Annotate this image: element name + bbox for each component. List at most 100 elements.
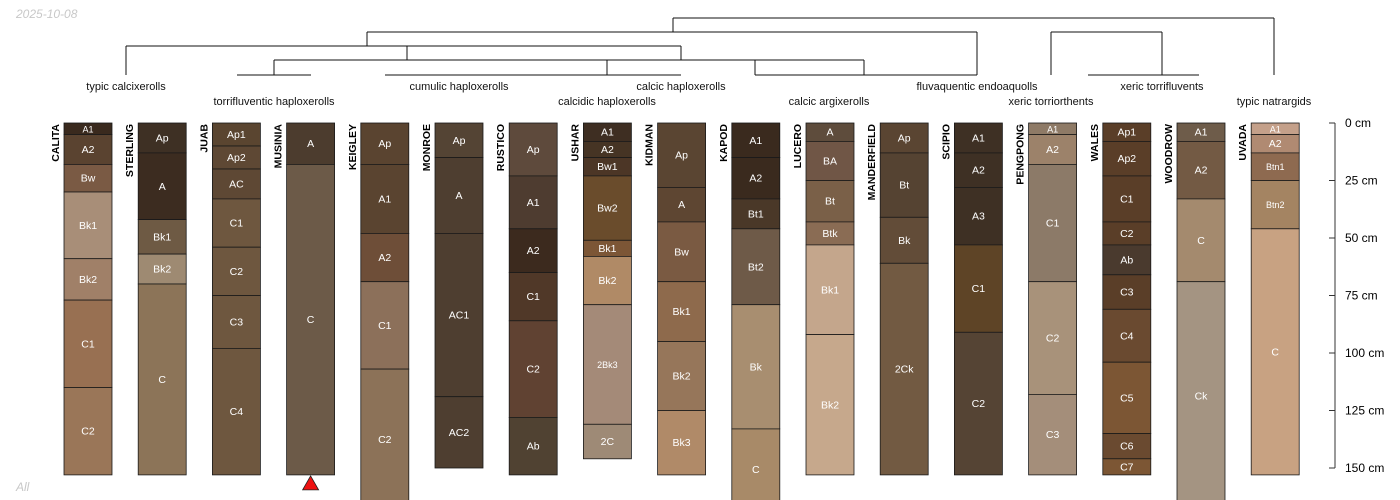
horizon-keigley-c1 bbox=[360, 281, 410, 370]
profile-calita: A1 A2 Bw Bk1 Bk2 C1 C2 CALITA bbox=[50, 122, 113, 476]
profile-sterling: Ap A Bk1 Bk2 C STERLING bbox=[124, 122, 187, 476]
horizon-pengpong-c1-label: C1 bbox=[1046, 218, 1060, 230]
horizon-calita-bk1-label: Bk1 bbox=[79, 220, 97, 232]
horizon-kapod-bk-label: Bk bbox=[750, 361, 763, 373]
horizon-calita-a2-label: A2 bbox=[82, 144, 95, 156]
depth-tick-label: 150 cm bbox=[1345, 461, 1384, 475]
horizon-manderfield-2ck-label: 2Ck bbox=[895, 364, 914, 376]
horizon-wales-c5-label: C5 bbox=[1120, 392, 1134, 404]
horizon-keigley-c2 bbox=[360, 368, 410, 500]
horizon-rustico-c2-label: C2 bbox=[526, 364, 540, 376]
horizon-pengpong-c2-label: C2 bbox=[1046, 333, 1060, 345]
horizon-lucero-bt-label: Bt bbox=[825, 196, 835, 208]
horizon-juab-c3 bbox=[211, 295, 261, 349]
horizon-keigley-ap-label: Ap bbox=[378, 138, 391, 150]
horizon-sterling-c bbox=[137, 283, 187, 476]
profile-lucero: A BA Bt Btk Bk1 Bk2 LUCERO bbox=[792, 122, 855, 476]
horizon-juab-ac-label: AC bbox=[229, 178, 244, 190]
profile-keigley: Ap A1 A2 C1 C2 KEIGLEY bbox=[347, 122, 410, 500]
horizon-monroe-ap-label: Ap bbox=[453, 135, 466, 147]
horizon-lucero-ba bbox=[805, 140, 855, 181]
horizon-ushar-2bk3-label: 2Bk3 bbox=[597, 360, 618, 370]
horizon-ushar-bk2 bbox=[583, 255, 632, 306]
horizon-juab-c4-label: C4 bbox=[230, 406, 244, 418]
horizon-keigley-a2-label: A2 bbox=[378, 252, 391, 264]
horizon-manderfield-ap bbox=[879, 122, 929, 154]
horizon-kidman-ap-label: Ap bbox=[675, 150, 688, 162]
taxon-label: cumulic haploxerolls bbox=[409, 81, 509, 93]
profile-id-woodrow: WOODROW bbox=[1163, 124, 1175, 184]
profile-id-scipio: SCIPIO bbox=[940, 124, 952, 160]
horizon-ushar-bw2-label: Bw2 bbox=[597, 203, 618, 215]
horizon-sterling-ap bbox=[137, 122, 187, 154]
horizon-calita-c2-label: C2 bbox=[81, 426, 95, 438]
horizon-woodrow-ck-label: Ck bbox=[1195, 390, 1209, 402]
horizon-wales-c6-label: C6 bbox=[1120, 441, 1134, 453]
horizon-keigley-c1-label: C1 bbox=[378, 320, 392, 332]
horizon-ushar-bk2-label: Bk2 bbox=[598, 275, 616, 287]
profile-id-ushar: USHAR bbox=[569, 124, 581, 162]
profile-id-kidman: KIDMAN bbox=[644, 124, 656, 166]
horizon-scipio-a2-label: A2 bbox=[972, 165, 985, 177]
horizon-ushar-bk1-label: Bk1 bbox=[598, 243, 616, 255]
taxon-label: calcic haploxerolls bbox=[636, 81, 726, 93]
horizon-scipio-a1-label: A1 bbox=[972, 132, 985, 144]
horizon-scipio-a3 bbox=[954, 186, 1003, 246]
horizon-musinia-a-label: A bbox=[307, 138, 314, 150]
horizon-woodrow-a2 bbox=[1176, 140, 1226, 200]
horizon-musinia-c-label: C bbox=[307, 314, 315, 326]
depth-tick-label: 50 cm bbox=[1345, 231, 1378, 245]
horizon-keigley-a1-label: A1 bbox=[378, 193, 391, 205]
horizon-wales-c1-label: C1 bbox=[1120, 193, 1134, 205]
horizon-manderfield-bk bbox=[879, 216, 929, 264]
horizon-calita-bw bbox=[63, 163, 113, 193]
horizon-kidman-bk1-label: Bk1 bbox=[673, 306, 691, 318]
taxon-label: typic natrargids bbox=[1237, 96, 1312, 108]
horizon-kapod-bt1-label: Bt1 bbox=[748, 208, 764, 220]
horizon-rustico-c2 bbox=[508, 320, 558, 418]
horizon-ushar-bw1-label: Bw1 bbox=[597, 161, 618, 173]
depth-axis: 0 cm 25 cm 50 cm 75 cm 100 cm 125 cm 150 cm bbox=[1329, 116, 1384, 475]
profile-id-manderfield: MANDERFIELD bbox=[866, 124, 878, 201]
horizon-monroe-a bbox=[434, 157, 484, 234]
horizon-wales-ab bbox=[1102, 244, 1152, 276]
horizon-monroe-a-label: A bbox=[455, 190, 462, 202]
horizon-lucero-ba-label: BA bbox=[823, 155, 837, 167]
horizon-uvada-btn2 bbox=[1250, 180, 1300, 230]
horizon-uvada-c bbox=[1250, 228, 1300, 476]
horizon-woodrow-c bbox=[1176, 198, 1226, 283]
horizon-monroe-ac2 bbox=[434, 396, 484, 469]
profile-uvada: A1 A2 Btn1 Btn2 C UVADA bbox=[1237, 122, 1300, 476]
profile-id-pengpong: PENGPONG bbox=[1015, 124, 1027, 185]
horizon-wales-c5 bbox=[1102, 361, 1152, 434]
horizon-pengpong-a2-label: A2 bbox=[1046, 144, 1059, 156]
horizon-calita-a1-label: A1 bbox=[82, 124, 93, 134]
horizon-wales-c7-label: C7 bbox=[1120, 461, 1134, 473]
horizon-uvada-a1-label: A1 bbox=[1270, 124, 1281, 134]
horizon-pengpong-c1 bbox=[1028, 163, 1077, 283]
horizon-pengpong-c3 bbox=[1028, 393, 1077, 476]
horizon-kapod-a1 bbox=[731, 122, 781, 158]
profile-pengpong: A1 A2 C1 C2 C3 PENGPONG bbox=[1015, 122, 1077, 476]
horizon-calita-c1 bbox=[63, 299, 113, 388]
horizon-musinia-c bbox=[286, 163, 336, 476]
profile-id-monroe: MONROE bbox=[421, 124, 433, 171]
horizon-rustico-a2 bbox=[508, 228, 558, 273]
horizon-sterling-bk1 bbox=[137, 219, 187, 255]
horizon-juab-c1-label: C1 bbox=[230, 218, 244, 230]
profile-musinia: A C MUSINIA bbox=[273, 122, 336, 491]
horizon-kapod-c bbox=[731, 428, 781, 500]
horizon-monroe-ac2-label: AC2 bbox=[449, 427, 470, 439]
horizon-pengpong-c3-label: C3 bbox=[1046, 429, 1060, 441]
horizon-scipio-a3-label: A3 bbox=[972, 211, 985, 223]
horizon-rustico-c1-label: C1 bbox=[526, 291, 540, 303]
horizon-rustico-a2-label: A2 bbox=[527, 245, 540, 257]
horizon-uvada-btn2-label: Btn2 bbox=[1266, 200, 1285, 210]
horizon-calita-bk2-label: Bk2 bbox=[79, 274, 97, 286]
horizon-kidman-bk3 bbox=[657, 410, 706, 476]
horizon-woodrow-c-label: C bbox=[1197, 235, 1205, 247]
horizon-pengpong-a2 bbox=[1028, 134, 1077, 165]
profile-id-musinia: MUSINIA bbox=[273, 124, 285, 169]
depth-tick-label: 75 cm bbox=[1345, 289, 1378, 303]
